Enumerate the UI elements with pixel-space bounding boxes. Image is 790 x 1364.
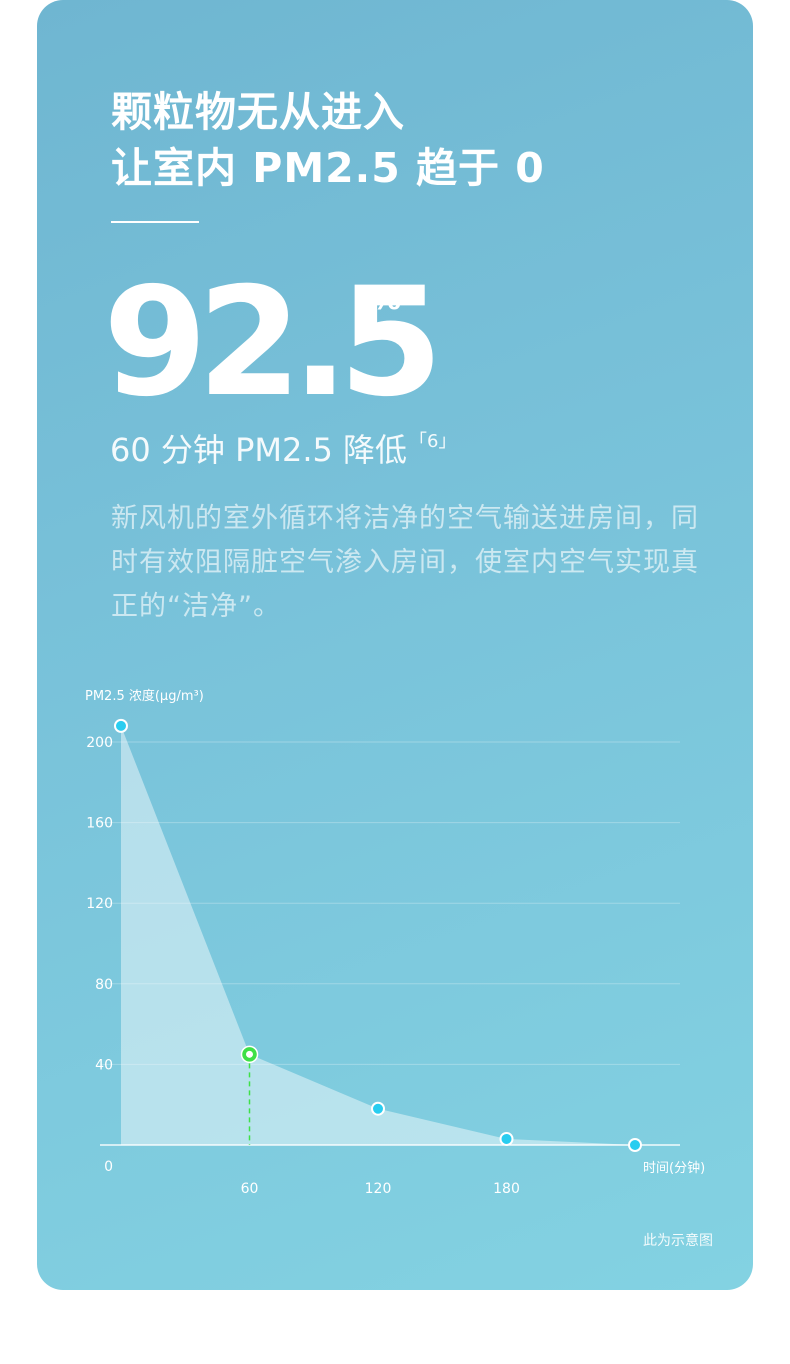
data-point	[628, 1138, 642, 1152]
caption-text: 60 分钟 PM2.5 降低	[110, 431, 408, 469]
y-tick-label: 80	[95, 977, 113, 993]
y-tick-label: 40	[95, 1057, 113, 1073]
x-axis-title: 时间(分钟)	[643, 1160, 705, 1176]
x-tick-label: 120	[365, 1181, 392, 1197]
illustration-note: 此为示意图	[643, 1233, 713, 1249]
divider	[111, 221, 199, 223]
pm25-info-card: 颗粒物无从进入 让室内 PM2.5 趋于 0 92.5 % 60 分钟 PM2.…	[37, 0, 753, 1290]
y-tick-label: 120	[86, 896, 113, 912]
chart-labels: 0 40 80 120 160 200 60 120 180 PM2.5 浓度(μg/m³) 时间(…	[85, 688, 705, 1197]
headline: 颗粒物无从进入 让室内 PM2.5 趋于 0	[111, 84, 545, 196]
x-tick-label: 60	[241, 1181, 259, 1197]
data-point	[114, 718, 128, 733]
y-tick-label: 200	[86, 735, 113, 751]
pm25-chart: 0 40 80 120 160 200 60 120 180 PM2.5 浓度(μg/m³) 时间(…	[85, 688, 705, 1197]
reduction-caption: 60 分钟 PM2.5 降低 「6」	[110, 425, 457, 471]
y-tick-label: 160	[86, 816, 113, 832]
reference-mark: 「6」	[409, 431, 457, 452]
x-tick-label: 180	[493, 1181, 520, 1197]
reduction-value: 92.5	[103, 256, 443, 430]
chart-axes	[100, 1054, 680, 1146]
description-text: 新风机的室外循环将洁净的空气输送进房间，同时有效阻隔脏空气渗入房间，使室内空气实…	[111, 503, 699, 622]
area-fill	[121, 725, 635, 1145]
data-point	[499, 1131, 514, 1146]
chart-grid	[100, 741, 680, 1065]
y-axis-title: PM2.5 浓度(μg/m³)	[85, 688, 204, 704]
percent-unit: %	[371, 282, 402, 317]
headline-line-2: 让室内 PM2.5 趋于 0	[111, 144, 545, 192]
headline-line-1: 颗粒物无从进入	[111, 88, 405, 136]
y-tick-label: 0	[104, 1159, 113, 1175]
chart-points	[114, 718, 642, 1152]
chart-area	[121, 725, 635, 1145]
data-point	[371, 1101, 385, 1116]
highlight-point-inner	[244, 1048, 255, 1060]
